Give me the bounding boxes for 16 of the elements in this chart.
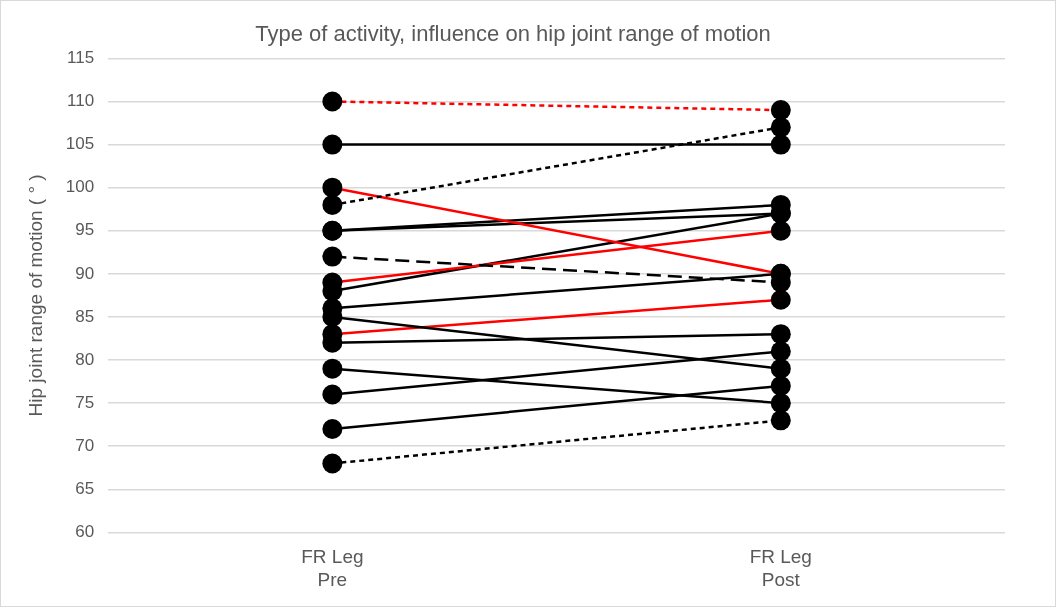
y-tick-label: 85: [75, 306, 95, 326]
y-tick-label: 80: [75, 349, 95, 369]
y-tick-label: 95: [75, 220, 95, 240]
y-axis-title: Hip joint range of motion ( ° ): [24, 174, 46, 417]
y-tick-label: 75: [75, 392, 95, 412]
x-tick-label: FR Leg Post: [749, 546, 812, 590]
y-tick-label: 65: [75, 479, 95, 498]
y-tick-label: 60: [75, 522, 95, 542]
y-tick-label: 100: [65, 177, 95, 197]
y-tick-label: 70: [75, 435, 95, 455]
y-tick-label: 110: [67, 91, 95, 111]
x-tick-label: FR Leg Pre: [301, 546, 364, 590]
y-tick-label: 90: [75, 263, 95, 283]
y-tick-label: 105: [65, 134, 95, 154]
y-tick-label: 115: [67, 48, 95, 68]
chart-title: Type of activity, influence on hip joint range of motion: [255, 21, 771, 47]
